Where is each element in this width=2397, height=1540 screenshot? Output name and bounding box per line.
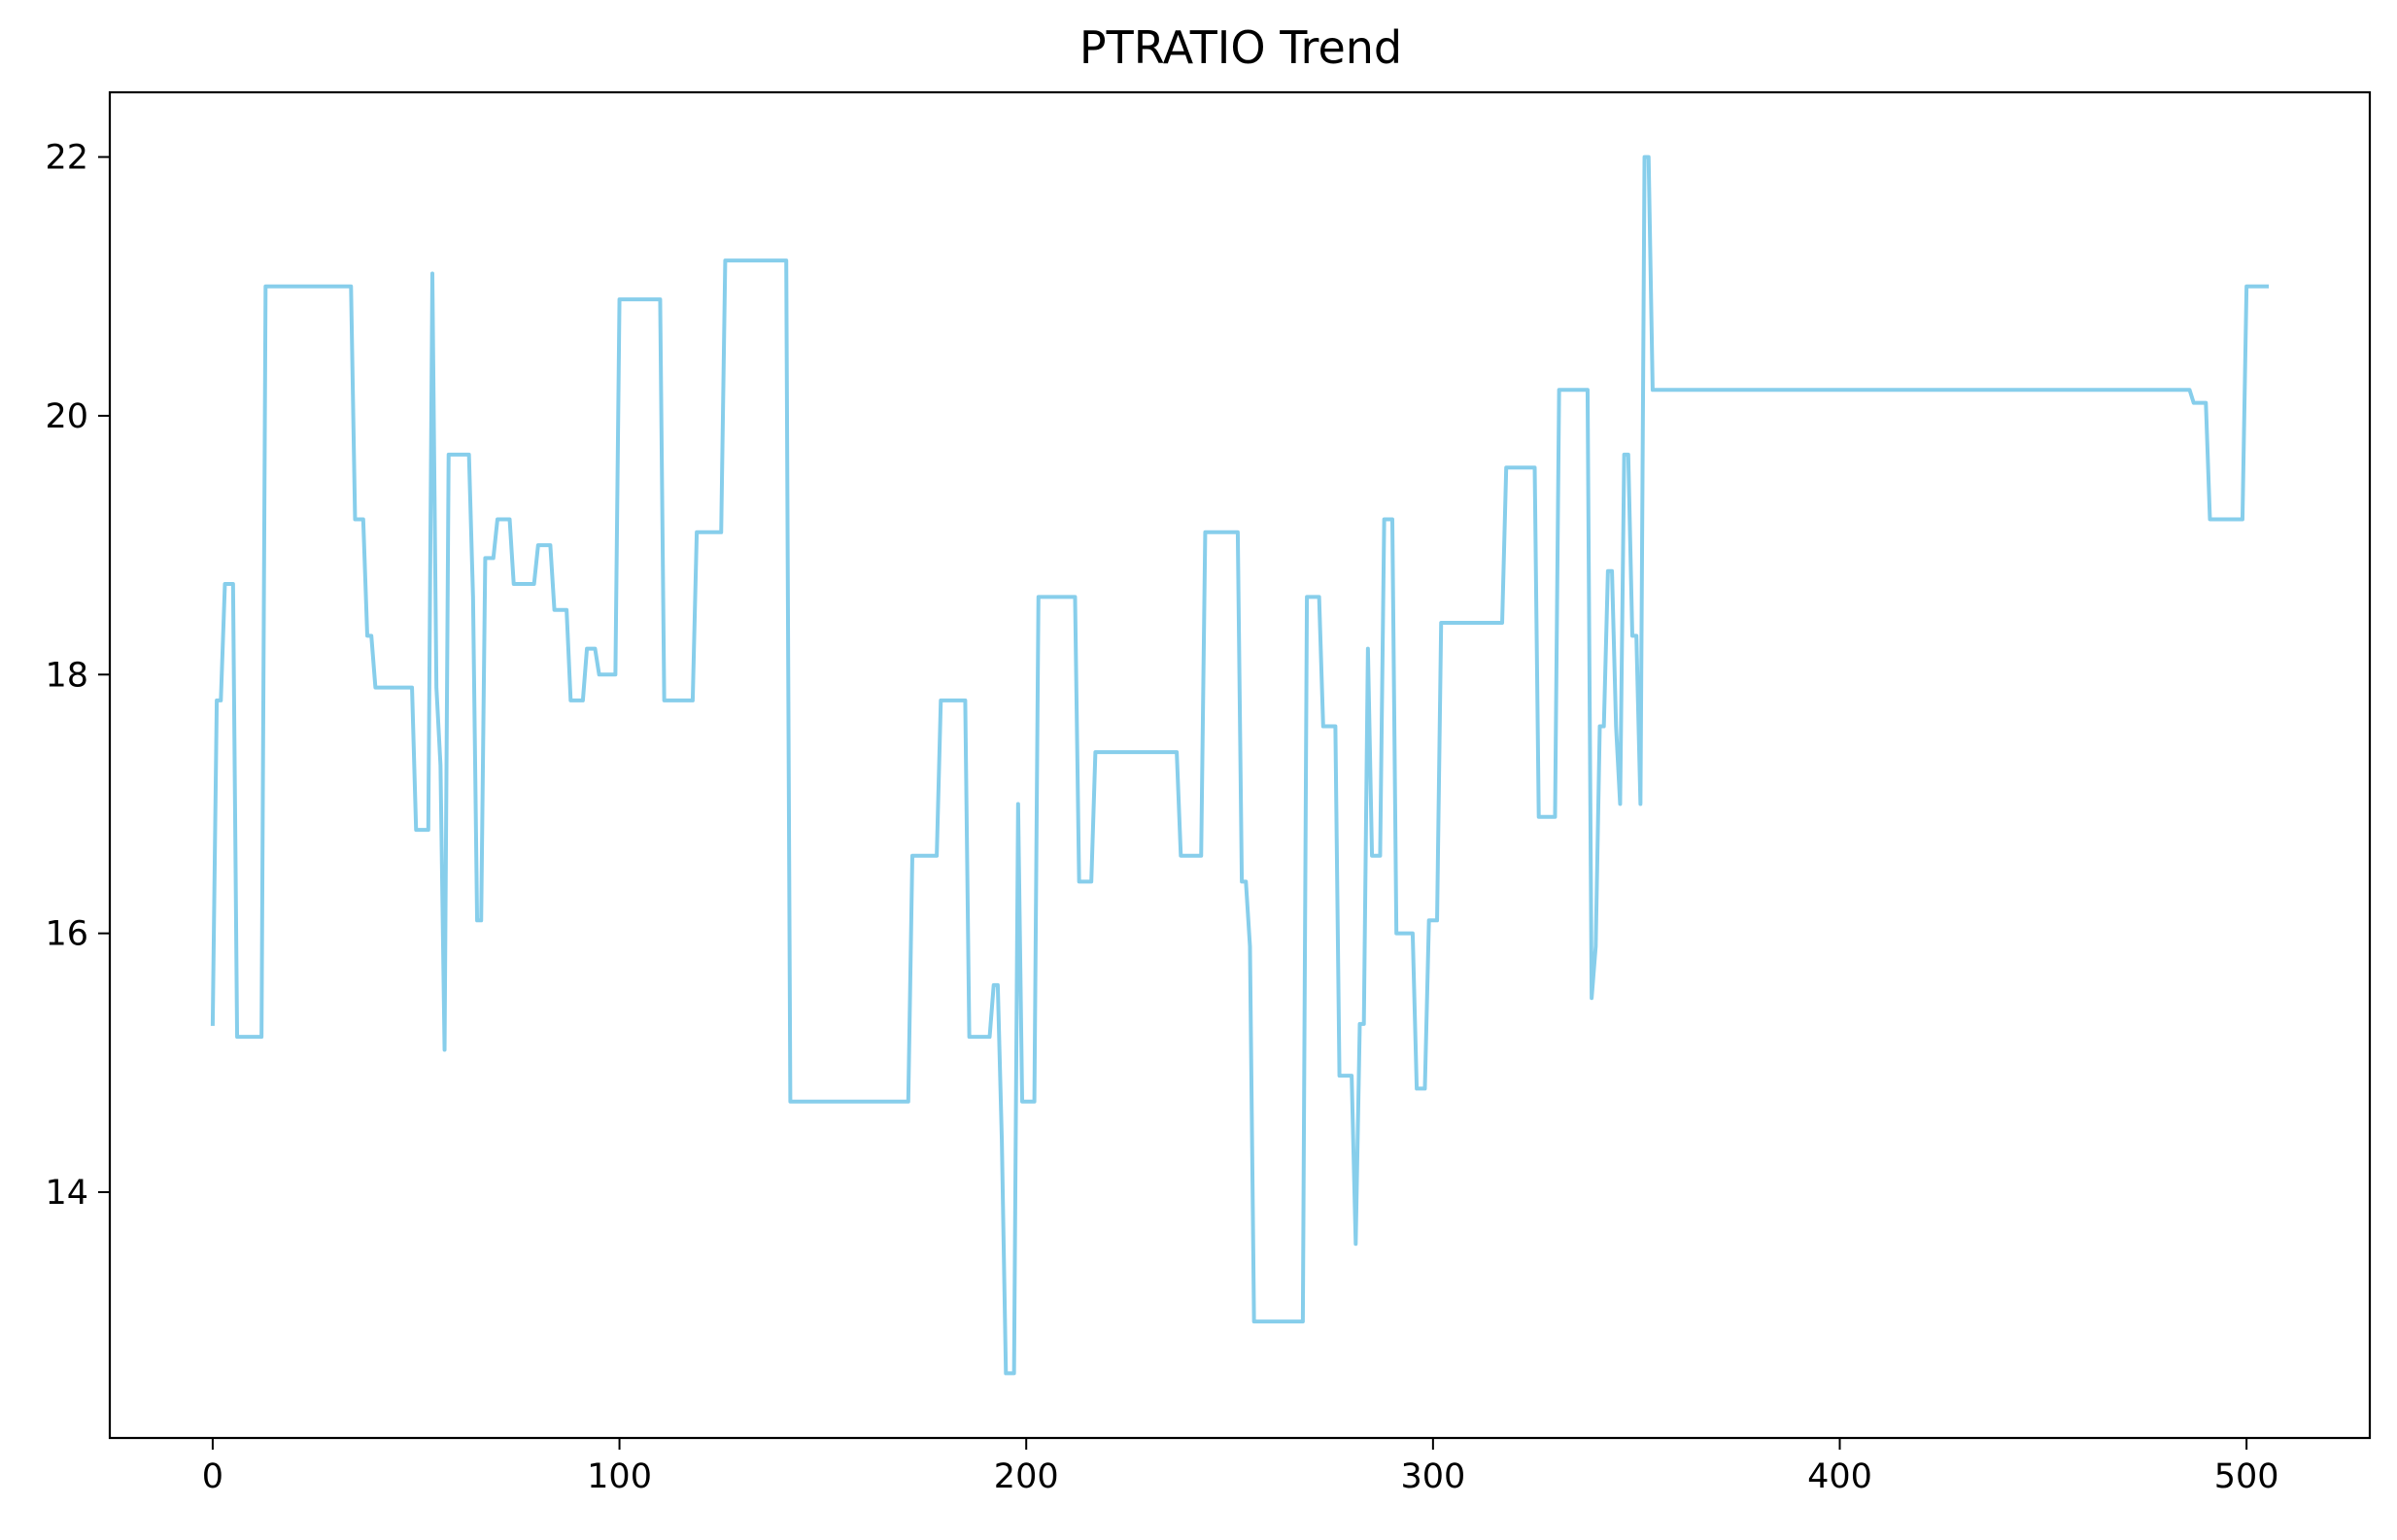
- y-tick-label: 20: [45, 397, 88, 436]
- y-tick-label: 18: [45, 656, 88, 695]
- x-tick-label: 400: [1807, 1457, 1872, 1496]
- y-tick-label: 22: [45, 139, 88, 178]
- x-tick-label: 200: [994, 1457, 1059, 1496]
- x-tick-label: 500: [2214, 1457, 2279, 1496]
- y-tick-label: 14: [45, 1174, 88, 1213]
- x-tick-label: 100: [587, 1457, 652, 1496]
- series-layer: [210, 154, 2270, 1376]
- x-axis: 0 100 200 300 400 500: [202, 1438, 2279, 1496]
- x-tick-label: 300: [1400, 1457, 1465, 1496]
- ptratio-series-line: [210, 154, 2270, 1376]
- y-axis: 14 16 18 20 22: [45, 139, 110, 1213]
- plot-frame: [108, 90, 2372, 1440]
- chart-title: PTRATIO Trend: [1079, 21, 1402, 74]
- y-tick-label: 16: [45, 915, 88, 954]
- x-tick-label: 0: [202, 1457, 223, 1496]
